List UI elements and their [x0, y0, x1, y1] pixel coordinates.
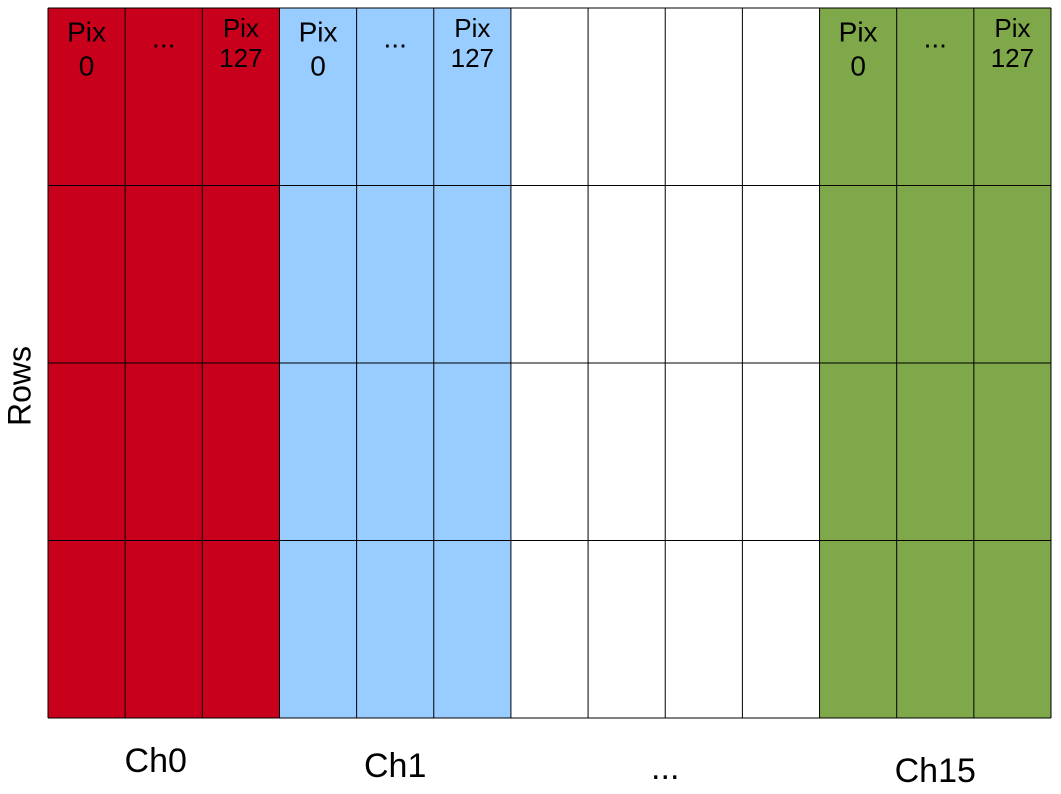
channel-label: Ch15: [895, 752, 976, 790]
pixel-header: ...: [924, 22, 947, 53]
y-label: Rows: [1, 346, 37, 426]
pixel-header: Pix: [299, 16, 338, 47]
pixel-header: Pix: [994, 13, 1030, 43]
pixel-header: 127: [219, 43, 262, 73]
pixel-header: ...: [384, 22, 407, 53]
pixel-header: Pix: [454, 13, 490, 43]
channel-label: ...: [651, 749, 679, 787]
channel-label: Ch1: [364, 747, 426, 785]
pixel-header: Pix: [839, 16, 878, 47]
channel-label: Ch0: [125, 742, 187, 780]
pixel-header: 0: [850, 50, 866, 81]
pixel-header: ...: [152, 22, 175, 53]
pixel-header: 0: [310, 50, 326, 81]
pixel-header: Pix: [67, 16, 106, 47]
pixel-header: Pix: [223, 13, 259, 43]
pixel-header: 127: [451, 43, 494, 73]
pixel-header: 0: [79, 50, 95, 81]
pixel-header: 127: [991, 43, 1034, 73]
